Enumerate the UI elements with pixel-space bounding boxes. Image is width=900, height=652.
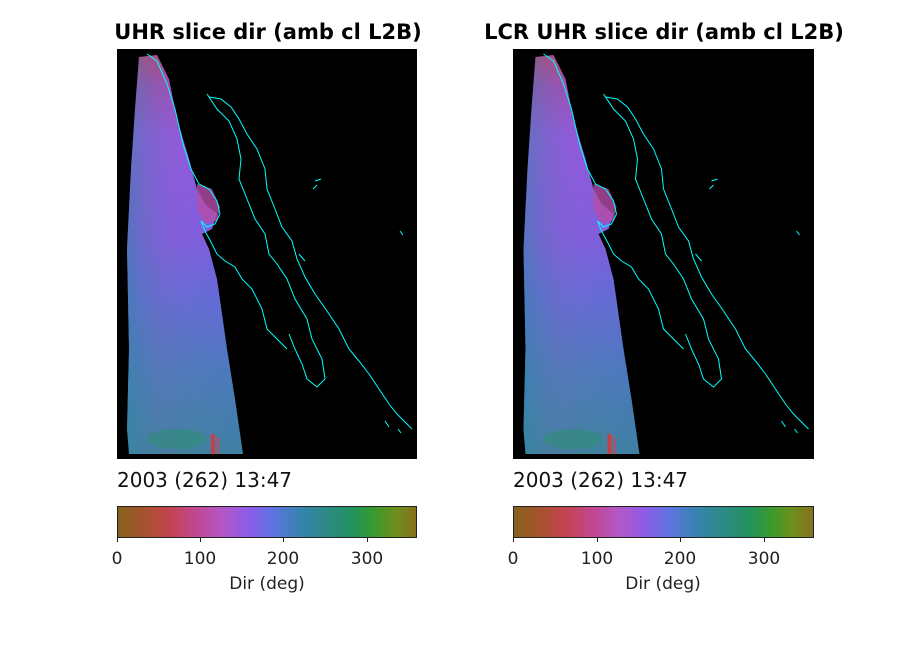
panel-1-tick-0: 0: [111, 549, 123, 569]
panel-1-map: [117, 49, 417, 459]
panel-1-coastline: [146, 53, 288, 350]
panel-2-tick-100: 100: [580, 549, 614, 569]
panel-1-title: UHR slice dir (amb cl L2B): [114, 20, 422, 44]
panel-2-tick-0: 0: [507, 549, 519, 569]
panel-2-tick-200: 200: [663, 549, 697, 569]
panel-1-timestamp: 2003 (262) 13:47: [117, 468, 293, 492]
panel-1-tick-100: 100: [183, 549, 217, 569]
panel-2-map: [513, 49, 814, 459]
panel-1-colorbar: [117, 506, 417, 538]
panel-2-tick-300: 300: [747, 549, 781, 569]
panel-1-tick-200: 200: [266, 549, 300, 569]
panel-1-colorbar-label: Dir (deg): [229, 574, 305, 594]
panel-2-colorbar: [513, 506, 814, 538]
panel-2-title: LCR UHR slice dir (amb cl L2B): [484, 20, 844, 44]
panel-2-coastline: [543, 53, 684, 350]
panel-2-colorbar-label: Dir (deg): [625, 574, 701, 594]
panel-2-timestamp: 2003 (262) 13:47: [513, 468, 689, 492]
panel-1-tick-300: 300: [350, 549, 384, 569]
